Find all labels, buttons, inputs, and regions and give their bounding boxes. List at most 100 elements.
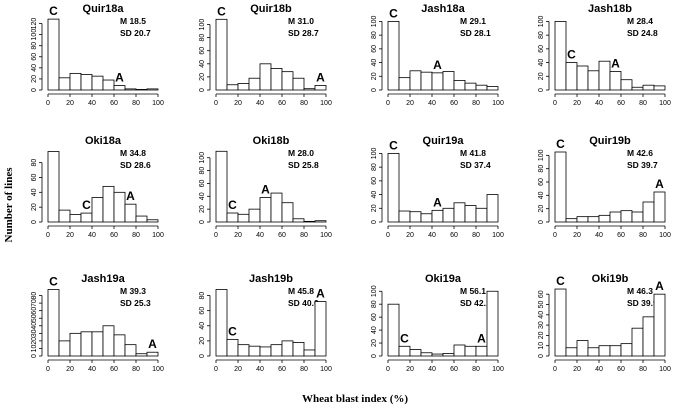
panel-title: Jash18b	[588, 3, 632, 15]
bar	[47, 151, 60, 223]
y-tick-label: 30	[31, 329, 38, 337]
bar	[420, 71, 433, 91]
x-tick-label: 0	[46, 232, 50, 239]
y-tick-label: 0	[371, 220, 378, 224]
x-tick-label: 20	[234, 366, 242, 373]
bar	[91, 197, 104, 223]
bar	[124, 203, 137, 223]
bar	[475, 345, 488, 357]
bar	[453, 202, 466, 223]
bar	[226, 212, 239, 223]
x-tick-label: 60	[278, 100, 286, 107]
stat-label: SD 20.7	[120, 28, 151, 38]
y-tick-label: 80	[371, 300, 378, 308]
y-tick-label: 50	[31, 314, 38, 322]
x-tick-label: 20	[573, 232, 581, 239]
annotation: A	[261, 183, 270, 197]
y-tick-label: 80	[371, 163, 378, 171]
bar	[69, 72, 82, 91]
stat-label: SD 39.9	[627, 298, 658, 308]
annotation: A	[655, 177, 664, 191]
y-tick-label: 20	[199, 337, 206, 345]
x-tick-label: 40	[256, 366, 264, 373]
x-tick-label: 20	[406, 366, 414, 373]
bar	[609, 71, 622, 91]
y-tick-label: 20	[31, 203, 38, 211]
y-tick-label: 120	[31, 18, 38, 30]
bar	[653, 191, 666, 223]
bar	[281, 202, 294, 223]
x-tick-label: 100	[320, 100, 332, 107]
bar	[565, 218, 578, 223]
bar	[486, 194, 499, 223]
x-tick-label: 40	[88, 232, 96, 239]
bar	[47, 18, 60, 91]
bar	[248, 77, 261, 91]
bar	[587, 216, 600, 223]
y-tick-label: 0	[538, 88, 545, 92]
bar	[146, 351, 159, 357]
y-tick-label: 40	[371, 59, 378, 67]
x-tick-label: 60	[617, 366, 625, 373]
bar	[442, 207, 455, 223]
x-tick-label: 100	[659, 232, 671, 239]
annotation: A	[316, 70, 325, 84]
bar	[409, 211, 422, 223]
bar	[475, 207, 488, 223]
x-tick-label: 0	[214, 366, 218, 373]
bar	[226, 84, 239, 91]
stat-label: M 46.3	[627, 286, 653, 296]
bar	[215, 150, 228, 223]
bar	[653, 293, 666, 357]
annotation: C	[400, 331, 409, 345]
y-tick-label: 40	[538, 191, 545, 199]
x-tick-label: 0	[46, 366, 50, 373]
y-tick-label: 50	[538, 300, 545, 308]
bar	[146, 88, 159, 91]
y-tick-label: 0	[31, 88, 38, 92]
x-tick-label: 20	[66, 100, 74, 107]
y-tick-label: 100	[199, 19, 206, 31]
bar	[631, 211, 644, 223]
bar	[609, 211, 622, 223]
bar	[653, 85, 666, 91]
x-tick-label: 80	[300, 366, 308, 373]
bar	[420, 352, 433, 357]
bar	[587, 347, 600, 357]
y-tick-label: 0	[538, 220, 545, 224]
bar	[47, 289, 60, 357]
bar	[475, 84, 488, 91]
x-tick-label: 80	[300, 232, 308, 239]
y-tick-label: 40	[31, 188, 38, 196]
annotation: A	[433, 58, 442, 72]
stat-label: M 56.1	[460, 286, 486, 296]
bar	[565, 62, 578, 91]
bar	[464, 345, 477, 357]
bar	[576, 216, 589, 223]
stat-label: SD 42.1	[460, 298, 491, 308]
bar	[248, 345, 261, 357]
bar	[91, 331, 104, 357]
bar	[80, 212, 93, 223]
bar	[464, 205, 477, 223]
x-tick-label: 100	[492, 366, 504, 373]
bar	[642, 84, 655, 91]
bar	[554, 21, 567, 91]
y-tick-label: 60	[199, 47, 206, 55]
y-tick-label: 80	[199, 167, 206, 175]
bar	[565, 347, 578, 357]
panel-title: Oki18b	[253, 135, 290, 147]
x-tick-label: 20	[234, 232, 242, 239]
bar	[620, 79, 633, 91]
x-tick-label: 60	[110, 232, 118, 239]
annotation: C	[567, 48, 576, 62]
bar	[387, 153, 400, 223]
x-tick-label: 40	[428, 366, 436, 373]
y-tick-label: 60	[199, 179, 206, 187]
y-tick-label: 20	[31, 75, 38, 83]
y-tick-label: 80	[538, 31, 545, 39]
annotation: C	[556, 137, 565, 151]
stat-label: M 28.4	[627, 16, 653, 26]
y-tick-label: 20	[538, 205, 545, 213]
